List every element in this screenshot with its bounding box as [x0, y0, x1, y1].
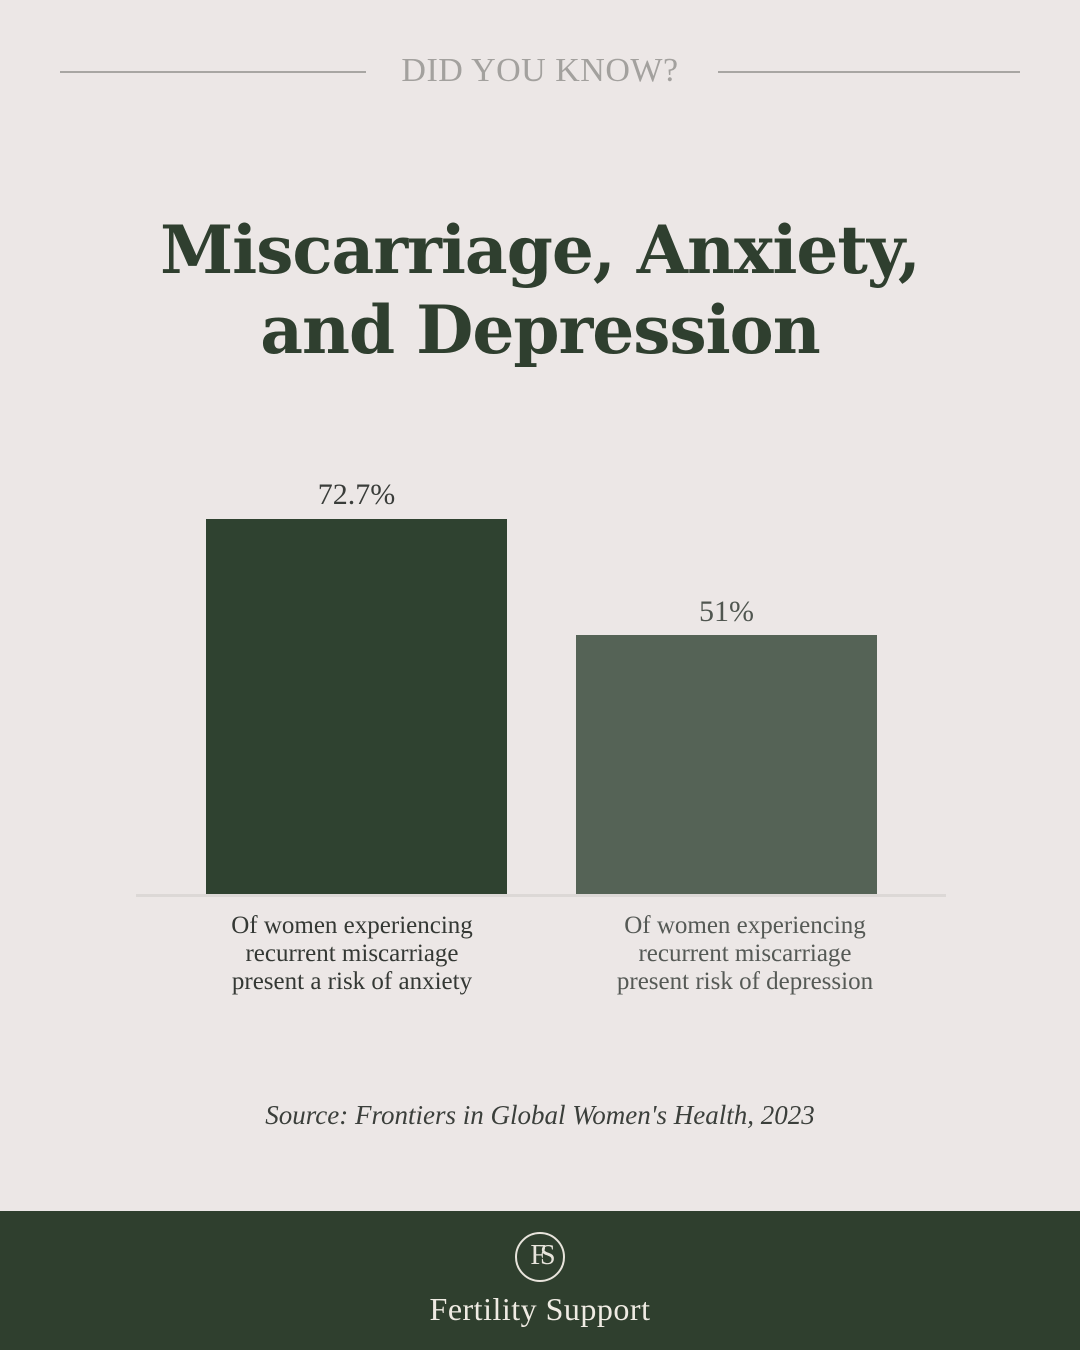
label-line: Of women experiencing	[231, 912, 473, 939]
bar-label-anxiety: Of women experiencing recurrent miscarri…	[172, 912, 532, 996]
kicker-text: DID YOU KNOW?	[401, 52, 679, 89]
bar-value-anxiety: 72.7%	[317, 478, 396, 511]
label-line: present a risk of anxiety	[231, 968, 473, 995]
page-title: Miscarriage, Anxiety, and Depression	[0, 210, 1080, 370]
bar-label-depression: Of women experiencing recurrent miscarri…	[565, 912, 925, 996]
title-line-1: Miscarriage, Anxiety,	[160, 211, 921, 289]
label-line: recurrent miscarriage	[638, 940, 852, 967]
label-line: Of women experiencing	[624, 912, 866, 939]
logo-monogram: FS	[530, 1240, 555, 1271]
title-line-2: and Depression	[260, 291, 820, 369]
chart-baseline	[136, 894, 946, 897]
source-citation: Source: Frontiers in Global Women's Heal…	[265, 1100, 815, 1130]
kicker-row: DID YOU KNOW?	[60, 50, 1020, 94]
label-line: recurrent miscarriage	[245, 940, 459, 967]
label-line: present risk of depression	[616, 968, 874, 995]
divider-right	[718, 71, 1020, 73]
divider-left	[60, 71, 366, 73]
bar-anxiety	[206, 519, 507, 894]
bar-depression	[576, 635, 877, 894]
fs-logo-icon: FS	[515, 1232, 565, 1282]
bar-value-depression: 51%	[699, 595, 754, 628]
brand-name: Fertility Support	[429, 1291, 651, 1327]
footer-banner: FS Fertility Support	[0, 1211, 1080, 1350]
